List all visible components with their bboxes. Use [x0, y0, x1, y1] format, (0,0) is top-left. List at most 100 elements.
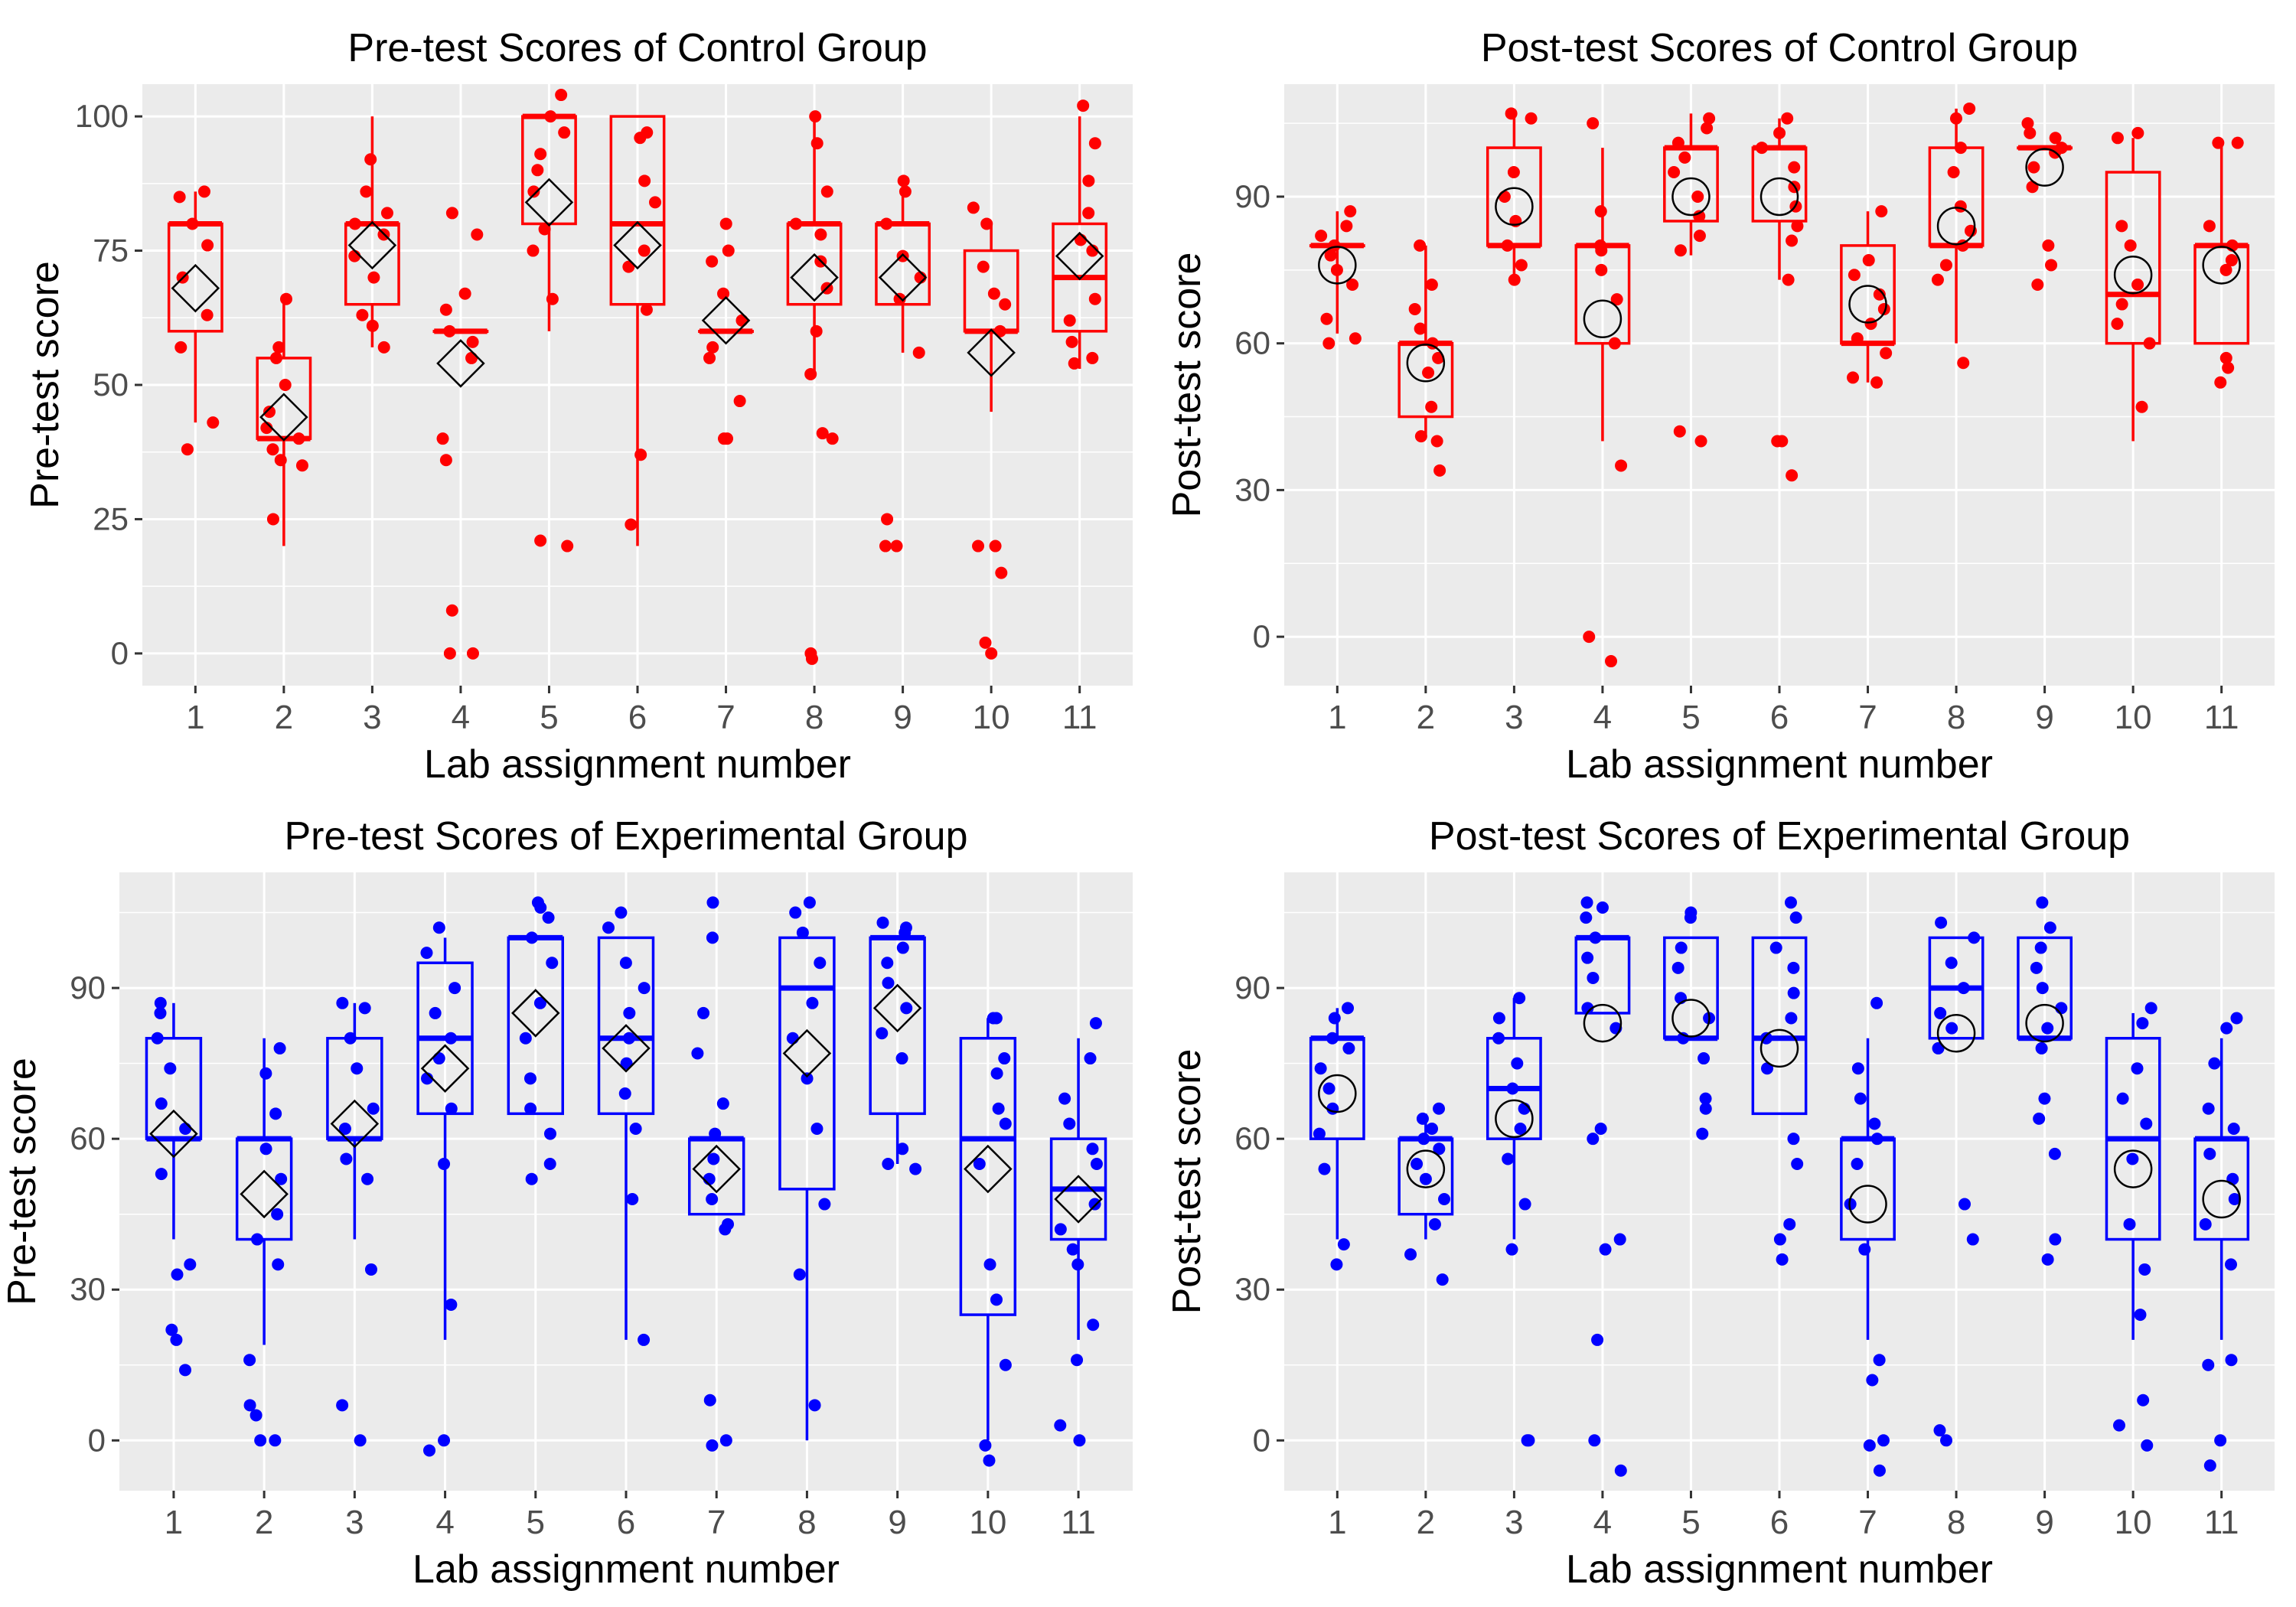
data-point [2041, 1022, 2054, 1035]
data-point [1065, 335, 1078, 348]
x-tick-label: 11 [1061, 1504, 1096, 1541]
data-point [881, 957, 894, 970]
mean-marker-diamond [330, 1099, 380, 1149]
data-point [1313, 1127, 1326, 1140]
data-point [2212, 136, 2225, 149]
data-point [1414, 430, 1427, 443]
chart-title: Pre-test Scores of Experimental Group [284, 814, 967, 859]
mean-marker-diamond [436, 339, 485, 388]
data-point [279, 292, 292, 305]
mean-marker-circle [1671, 999, 1711, 1038]
data-point [1699, 1102, 1712, 1115]
data-point [1614, 1464, 1627, 1477]
data-point [274, 454, 287, 467]
data-point [1776, 1253, 1789, 1266]
data-point [1414, 322, 1427, 335]
data-point [1595, 244, 1608, 257]
data-point [259, 1067, 272, 1080]
data-point [1693, 230, 1706, 243]
mean-marker-circle [1848, 1185, 1887, 1224]
data-point [1330, 1258, 1343, 1271]
data-point [1492, 1012, 1505, 1025]
data-point [895, 1052, 908, 1065]
data-point [448, 982, 461, 995]
data-point [1935, 916, 1948, 929]
data-point [2030, 961, 2043, 974]
data-point [1425, 400, 1438, 413]
box-iqr [778, 936, 836, 1191]
mean-marker-circle [1760, 177, 1799, 217]
data-point [527, 185, 540, 198]
data-point [1324, 249, 1337, 262]
x-tick-label: 5 [540, 699, 558, 736]
data-point [1422, 367, 1435, 380]
data-point [989, 539, 1002, 553]
data-point [2138, 1263, 2151, 1276]
box-6 [597, 936, 655, 1340]
data-point [972, 539, 985, 553]
data-point [184, 1258, 197, 1271]
data-point [2123, 1217, 2136, 1231]
x-tick-label: 7 [707, 1504, 726, 1541]
y-tick-label: 0 [111, 635, 129, 671]
box-iqr [959, 1037, 1017, 1316]
data-point [171, 1268, 184, 1281]
data-point [983, 1258, 996, 1271]
x-tick-label: 9 [893, 699, 912, 736]
data-point [808, 1399, 821, 1412]
data-point [420, 947, 433, 960]
mean-marker-circle [1495, 1099, 1534, 1139]
data-point [1934, 1006, 1947, 1019]
data-point [1087, 1319, 1100, 1332]
data-point [1788, 161, 1801, 174]
data-point [706, 896, 719, 909]
data-point [810, 137, 823, 150]
data-point [1613, 1233, 1626, 1246]
data-point [429, 1006, 442, 1019]
data-point [1851, 1158, 1864, 1171]
data-point [1428, 1217, 1441, 1231]
data-point [717, 432, 730, 445]
data-point [703, 1172, 716, 1185]
data-point [364, 1263, 377, 1276]
data-point [990, 1067, 1003, 1080]
y-tick-label: 30 [1234, 1271, 1270, 1307]
data-point [810, 324, 823, 337]
data-point [445, 207, 458, 220]
data-point [1088, 292, 1101, 305]
data-point [706, 255, 719, 268]
data-point [1580, 896, 1593, 909]
data-point [2036, 896, 2049, 909]
data-point [2131, 279, 2144, 291]
data-point [2036, 982, 2049, 995]
data-point [899, 185, 912, 198]
mean-marker-diamond [1055, 231, 1104, 281]
data-point [1783, 1217, 1796, 1231]
x-axis-label: Lab assignment number [1566, 1547, 1993, 1592]
chart-title: Pre-test Scores of Control Group [347, 26, 927, 70]
data-point [1342, 1002, 1355, 1015]
data-point [1870, 1133, 1883, 1146]
mean-marker-diamond [171, 263, 220, 313]
data-point [292, 432, 305, 445]
box-7 [698, 328, 754, 334]
chart-panel-2: 0 30 60 90 1 2 3 4 5 6 7 8 9 10 11 Post-test Scores of … [1165, 26, 2275, 787]
data-point [259, 1143, 272, 1156]
mean-marker-diamond [511, 989, 560, 1038]
data-point [818, 1198, 831, 1211]
data-point [1699, 1092, 1712, 1105]
data-point [2124, 239, 2137, 252]
data-point [1761, 1062, 1774, 1075]
data-point [1433, 1102, 1446, 1115]
data-point [1581, 1002, 1594, 1015]
data-point [546, 957, 559, 970]
data-point [979, 636, 992, 649]
data-point [1870, 376, 1883, 389]
data-point [1596, 901, 1609, 914]
chart-panel-4: 0 30 60 90 1 2 3 4 5 6 7 8 9 10 11 Post-test Scores of … [1165, 814, 2275, 1592]
data-point [640, 303, 653, 316]
data-point [439, 454, 452, 467]
data-point [2135, 400, 2148, 413]
data-point [1963, 102, 1976, 115]
data-point [709, 1127, 722, 1140]
